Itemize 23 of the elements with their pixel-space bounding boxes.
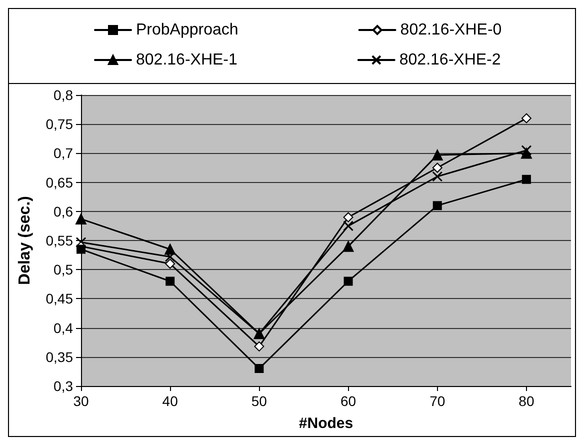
- y-tick-label: 0,5: [54, 262, 74, 278]
- x-tick-label: 30: [73, 393, 89, 409]
- x-tick-label: 80: [518, 393, 534, 409]
- y-tick-label: 0,75: [46, 116, 74, 132]
- y-tick-label: 0,7: [54, 145, 74, 162]
- y-tick-label: 0,4: [54, 320, 74, 336]
- y-tick-label: 0,6: [54, 203, 74, 220]
- x-tick-label: 50: [251, 393, 268, 409]
- y-tick-label: 0,3: [54, 378, 74, 394]
- y-tick-label: 0,8: [54, 87, 74, 103]
- x-tick-label: 70: [430, 393, 446, 409]
- y-axis-title: Delay (sec.): [16, 196, 34, 285]
- y-tick-label: 0,65: [46, 174, 74, 190]
- x-tick-label: 60: [340, 393, 356, 409]
- legend-label: 802.16-XHE-0: [400, 22, 502, 38]
- legend-label: 802.16-XHE-1: [136, 52, 238, 68]
- x-tick-label: 40: [162, 393, 178, 409]
- y-tick-label: 0,45: [46, 290, 74, 307]
- legend-label: ProbApproach: [136, 22, 238, 38]
- y-tick-label: 0,55: [46, 232, 74, 248]
- x-axis-title: #Nodes: [298, 415, 354, 432]
- legend-label: 802.16-XHE-2: [399, 52, 501, 68]
- y-tick-label: 0,35: [46, 348, 74, 365]
